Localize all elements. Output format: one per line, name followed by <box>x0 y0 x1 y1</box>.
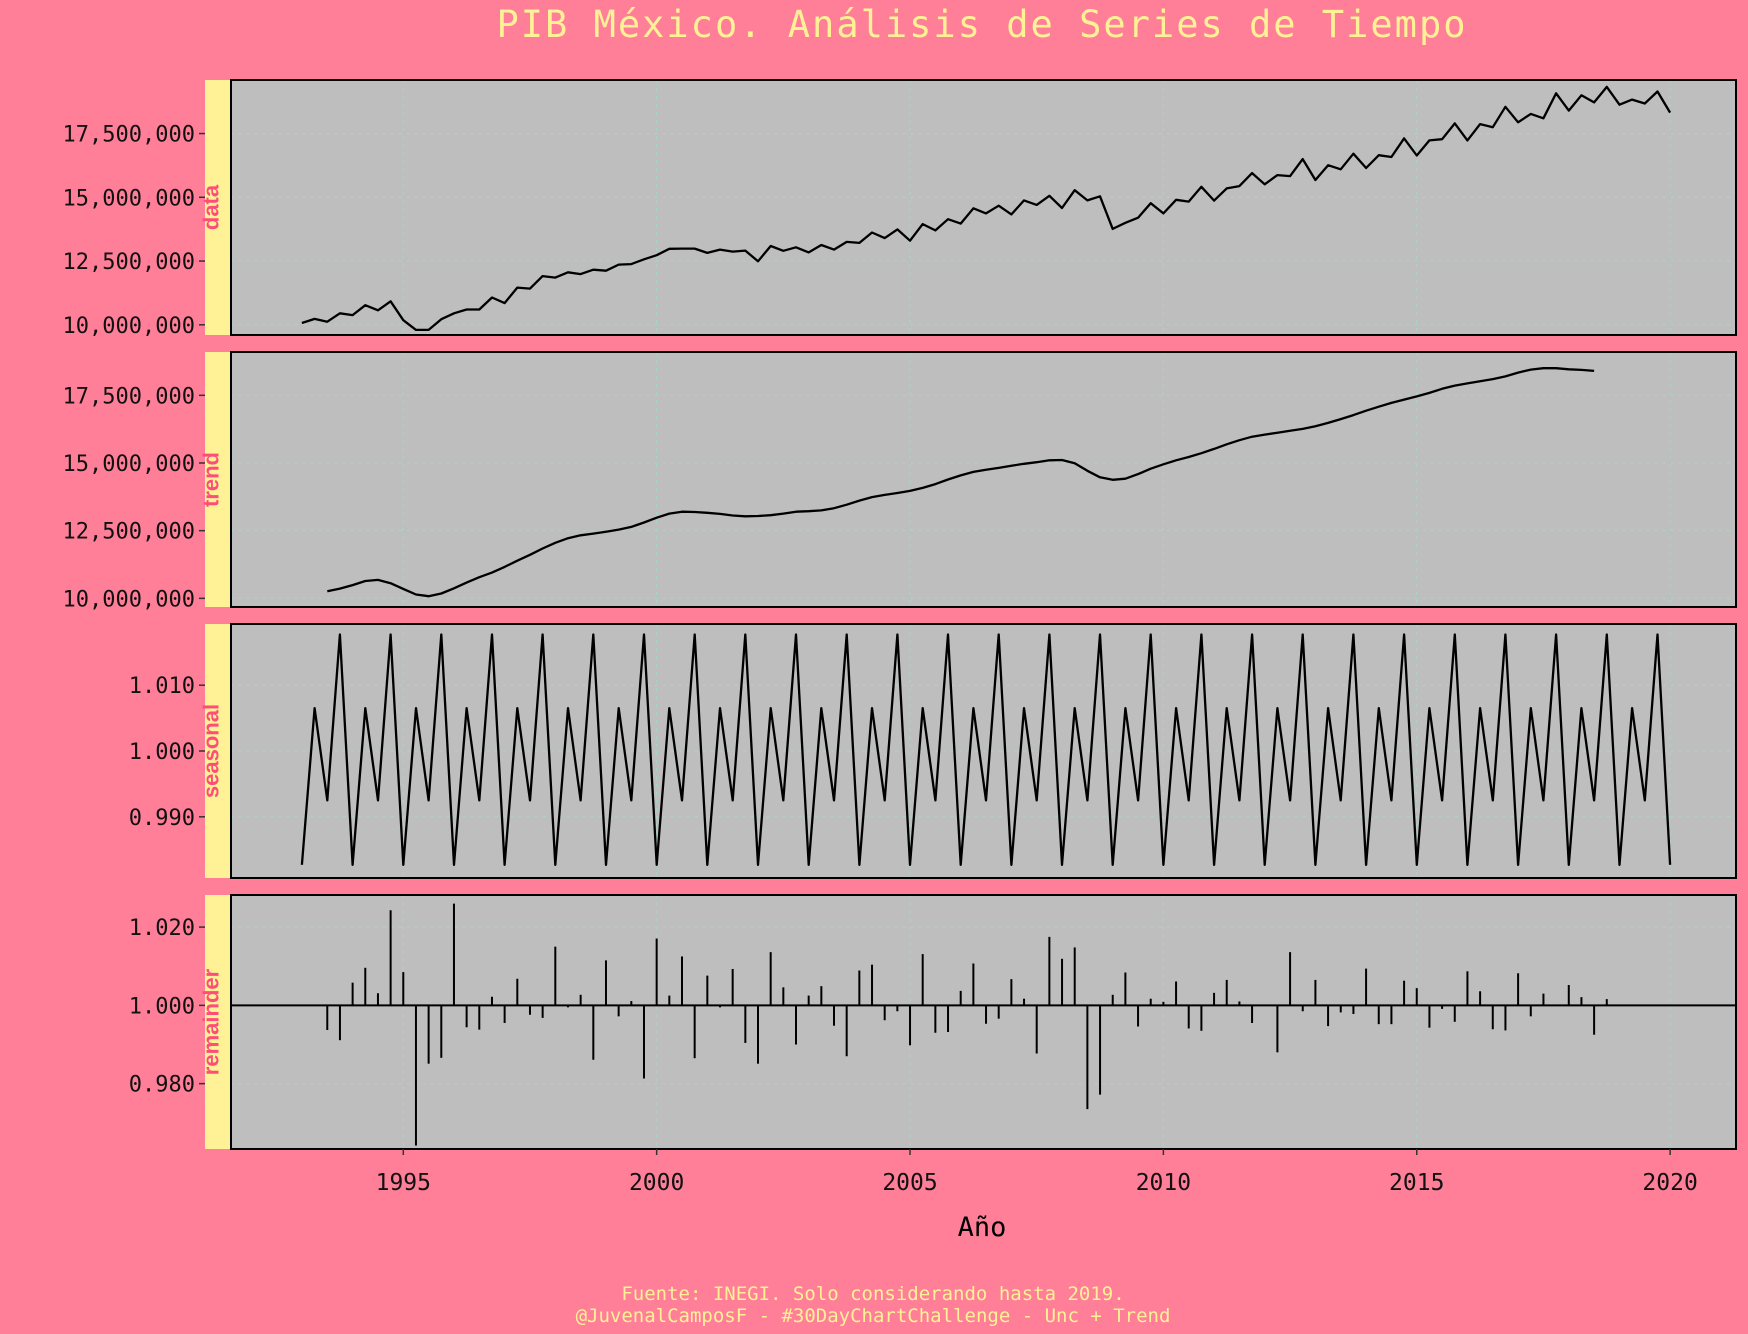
panel-remainder: 0.980 1.000 1.020 remainder <box>129 894 1737 1150</box>
strip-label-trend: trend <box>198 452 223 507</box>
y-tick-label: 10,000,000 <box>63 587 195 612</box>
panel-background <box>231 80 1736 335</box>
panel-border <box>230 79 1737 336</box>
y-tick-label: 17,500,000 <box>63 123 195 148</box>
panels-layer: 10,000,000 12,500,000 15,000,000 17,500,000… <box>63 79 1737 1150</box>
x-axis: 1995 2000 2005 2010 2015 2020 <box>376 1149 1698 1196</box>
strip-seasonal <box>205 624 230 878</box>
x-axis-title: Año <box>958 1212 1007 1243</box>
y-tick-label: 12,500,000 <box>63 250 195 275</box>
y-tick-label: 1.000 <box>129 994 195 1019</box>
caption-source: Fuente: INEGI. Solo considerando hasta 2… <box>621 1283 1124 1305</box>
x-tick-label: 2010 <box>1136 1170 1191 1196</box>
strip-label-remainder: remainder <box>198 968 223 1075</box>
series-line-trend <box>327 367 1595 598</box>
y-tick-label: 15,000,000 <box>63 186 195 211</box>
chart-title: PIB México. Análisis de Series de Tiempo <box>496 3 1467 46</box>
y-tick-label: 1.010 <box>129 674 195 699</box>
x-tick-label: 1995 <box>376 1170 431 1196</box>
y-tick-label: 17,500,000 <box>63 384 195 409</box>
x-tick-label: 2005 <box>882 1170 937 1196</box>
panel-border <box>230 351 1737 608</box>
series-line-seasonal <box>300 633 1672 866</box>
y-tick-label: 1.000 <box>129 740 195 765</box>
caption-credits: @JuvenalCamposF - #30DayChartChallenge -… <box>576 1305 1171 1327</box>
x-tick-label: 2015 <box>1389 1170 1444 1196</box>
y-tick-label: 1.020 <box>129 916 195 941</box>
panel-trend: 10,000,000 12,500,000 15,000,000 17,500,000… <box>63 351 1737 612</box>
x-tick-label: 2000 <box>629 1170 684 1196</box>
strip-remainder <box>205 895 230 1149</box>
strip-trend <box>205 352 230 607</box>
x-tick-label: 2020 <box>1642 1170 1697 1196</box>
panel-background <box>231 352 1736 607</box>
y-tick-label: 10,000,000 <box>63 314 195 339</box>
panel-border <box>230 894 1737 1150</box>
panel-data: 10,000,000 12,500,000 15,000,000 17,500,000… <box>63 79 1737 339</box>
series-line-data <box>301 85 1672 332</box>
strip-label-seasonal: seasonal <box>198 704 223 798</box>
strip-label-data: data <box>198 184 223 230</box>
panel-border <box>230 623 1737 879</box>
strip-data <box>205 80 230 335</box>
y-tick-label: 15,000,000 <box>63 452 195 477</box>
panel-background <box>231 895 1736 1149</box>
y-tick-label: 12,500,000 <box>63 520 195 545</box>
y-tick-label: 0.980 <box>129 1073 195 1098</box>
y-tick-label: 0.990 <box>129 806 195 831</box>
